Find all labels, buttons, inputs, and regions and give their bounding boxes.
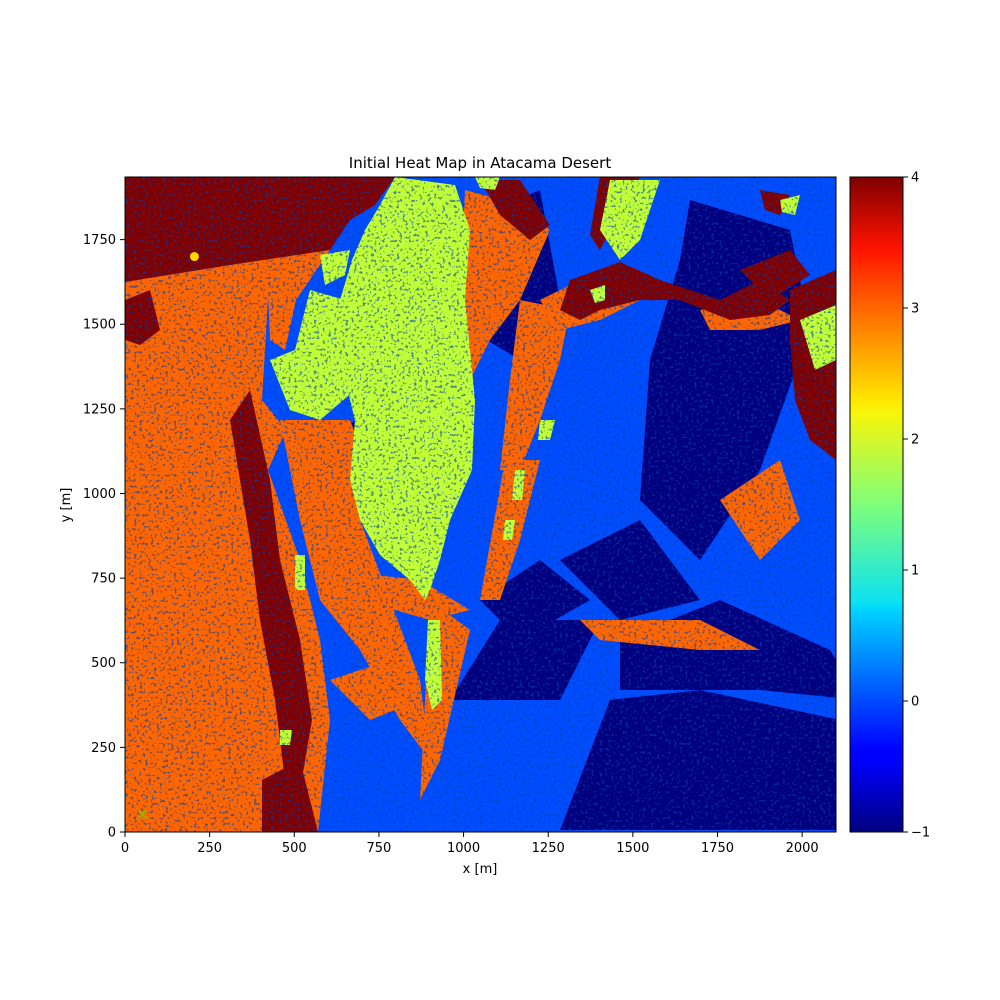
x-tick-label: 500	[282, 841, 307, 856]
x-tick-label: 750	[367, 841, 392, 856]
y-tick-label: 1000	[83, 487, 116, 502]
marker-goal	[137, 809, 148, 820]
plot-frame	[124, 176, 837, 833]
x-tick-label: 2000	[786, 841, 819, 856]
y-axis-label: y [m]	[59, 488, 74, 523]
x-tick-label: 1250	[532, 841, 565, 856]
x-tick-label: 1000	[447, 841, 480, 856]
colorbar-tick-label: 4	[911, 171, 919, 186]
x-tick-label: 250	[197, 841, 222, 856]
colorbar-tick-label: 0	[911, 695, 919, 710]
y-tick-label: 1250	[83, 402, 116, 417]
heatmap-plot-area	[125, 177, 836, 832]
x-tick-label: 0	[121, 841, 129, 856]
y-axis: 0 250 500 750 1000 1250 1500 1750	[83, 233, 125, 841]
noise-texture	[125, 177, 836, 832]
x-axis-label: x [m]	[463, 862, 498, 877]
colorbar-gradient	[849, 176, 904, 833]
markers	[137, 252, 199, 820]
y-tick-label: 1750	[83, 233, 116, 248]
y-tick-label: 250	[91, 741, 116, 756]
y-tick-label: 0	[108, 826, 116, 841]
marker-start	[189, 252, 199, 262]
colorbar-tick-label: 1	[911, 564, 919, 579]
x-axis: 0 250 500 750 1000 1250 1500 1750 2000	[121, 832, 819, 856]
y-tick-label: 500	[91, 656, 116, 671]
chart-title: Initial Heat Map in Atacama Desert	[349, 154, 612, 172]
colorbar-tick-label: −1	[911, 826, 930, 841]
y-tick-label: 1500	[83, 318, 116, 333]
colorbar-tick-label: 2	[911, 433, 919, 448]
x-tick-label: 1750	[701, 841, 734, 856]
x-tick-label: 1500	[616, 841, 649, 856]
colorbar-tick-label: 3	[911, 302, 919, 317]
y-tick-label: 750	[91, 572, 116, 587]
colorbar: −1 0 1 2 3 4	[849, 171, 930, 841]
